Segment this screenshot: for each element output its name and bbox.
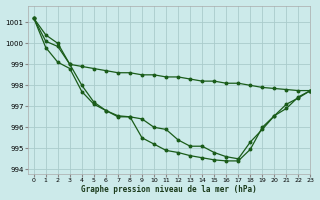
X-axis label: Graphe pression niveau de la mer (hPa): Graphe pression niveau de la mer (hPa) xyxy=(81,185,257,194)
